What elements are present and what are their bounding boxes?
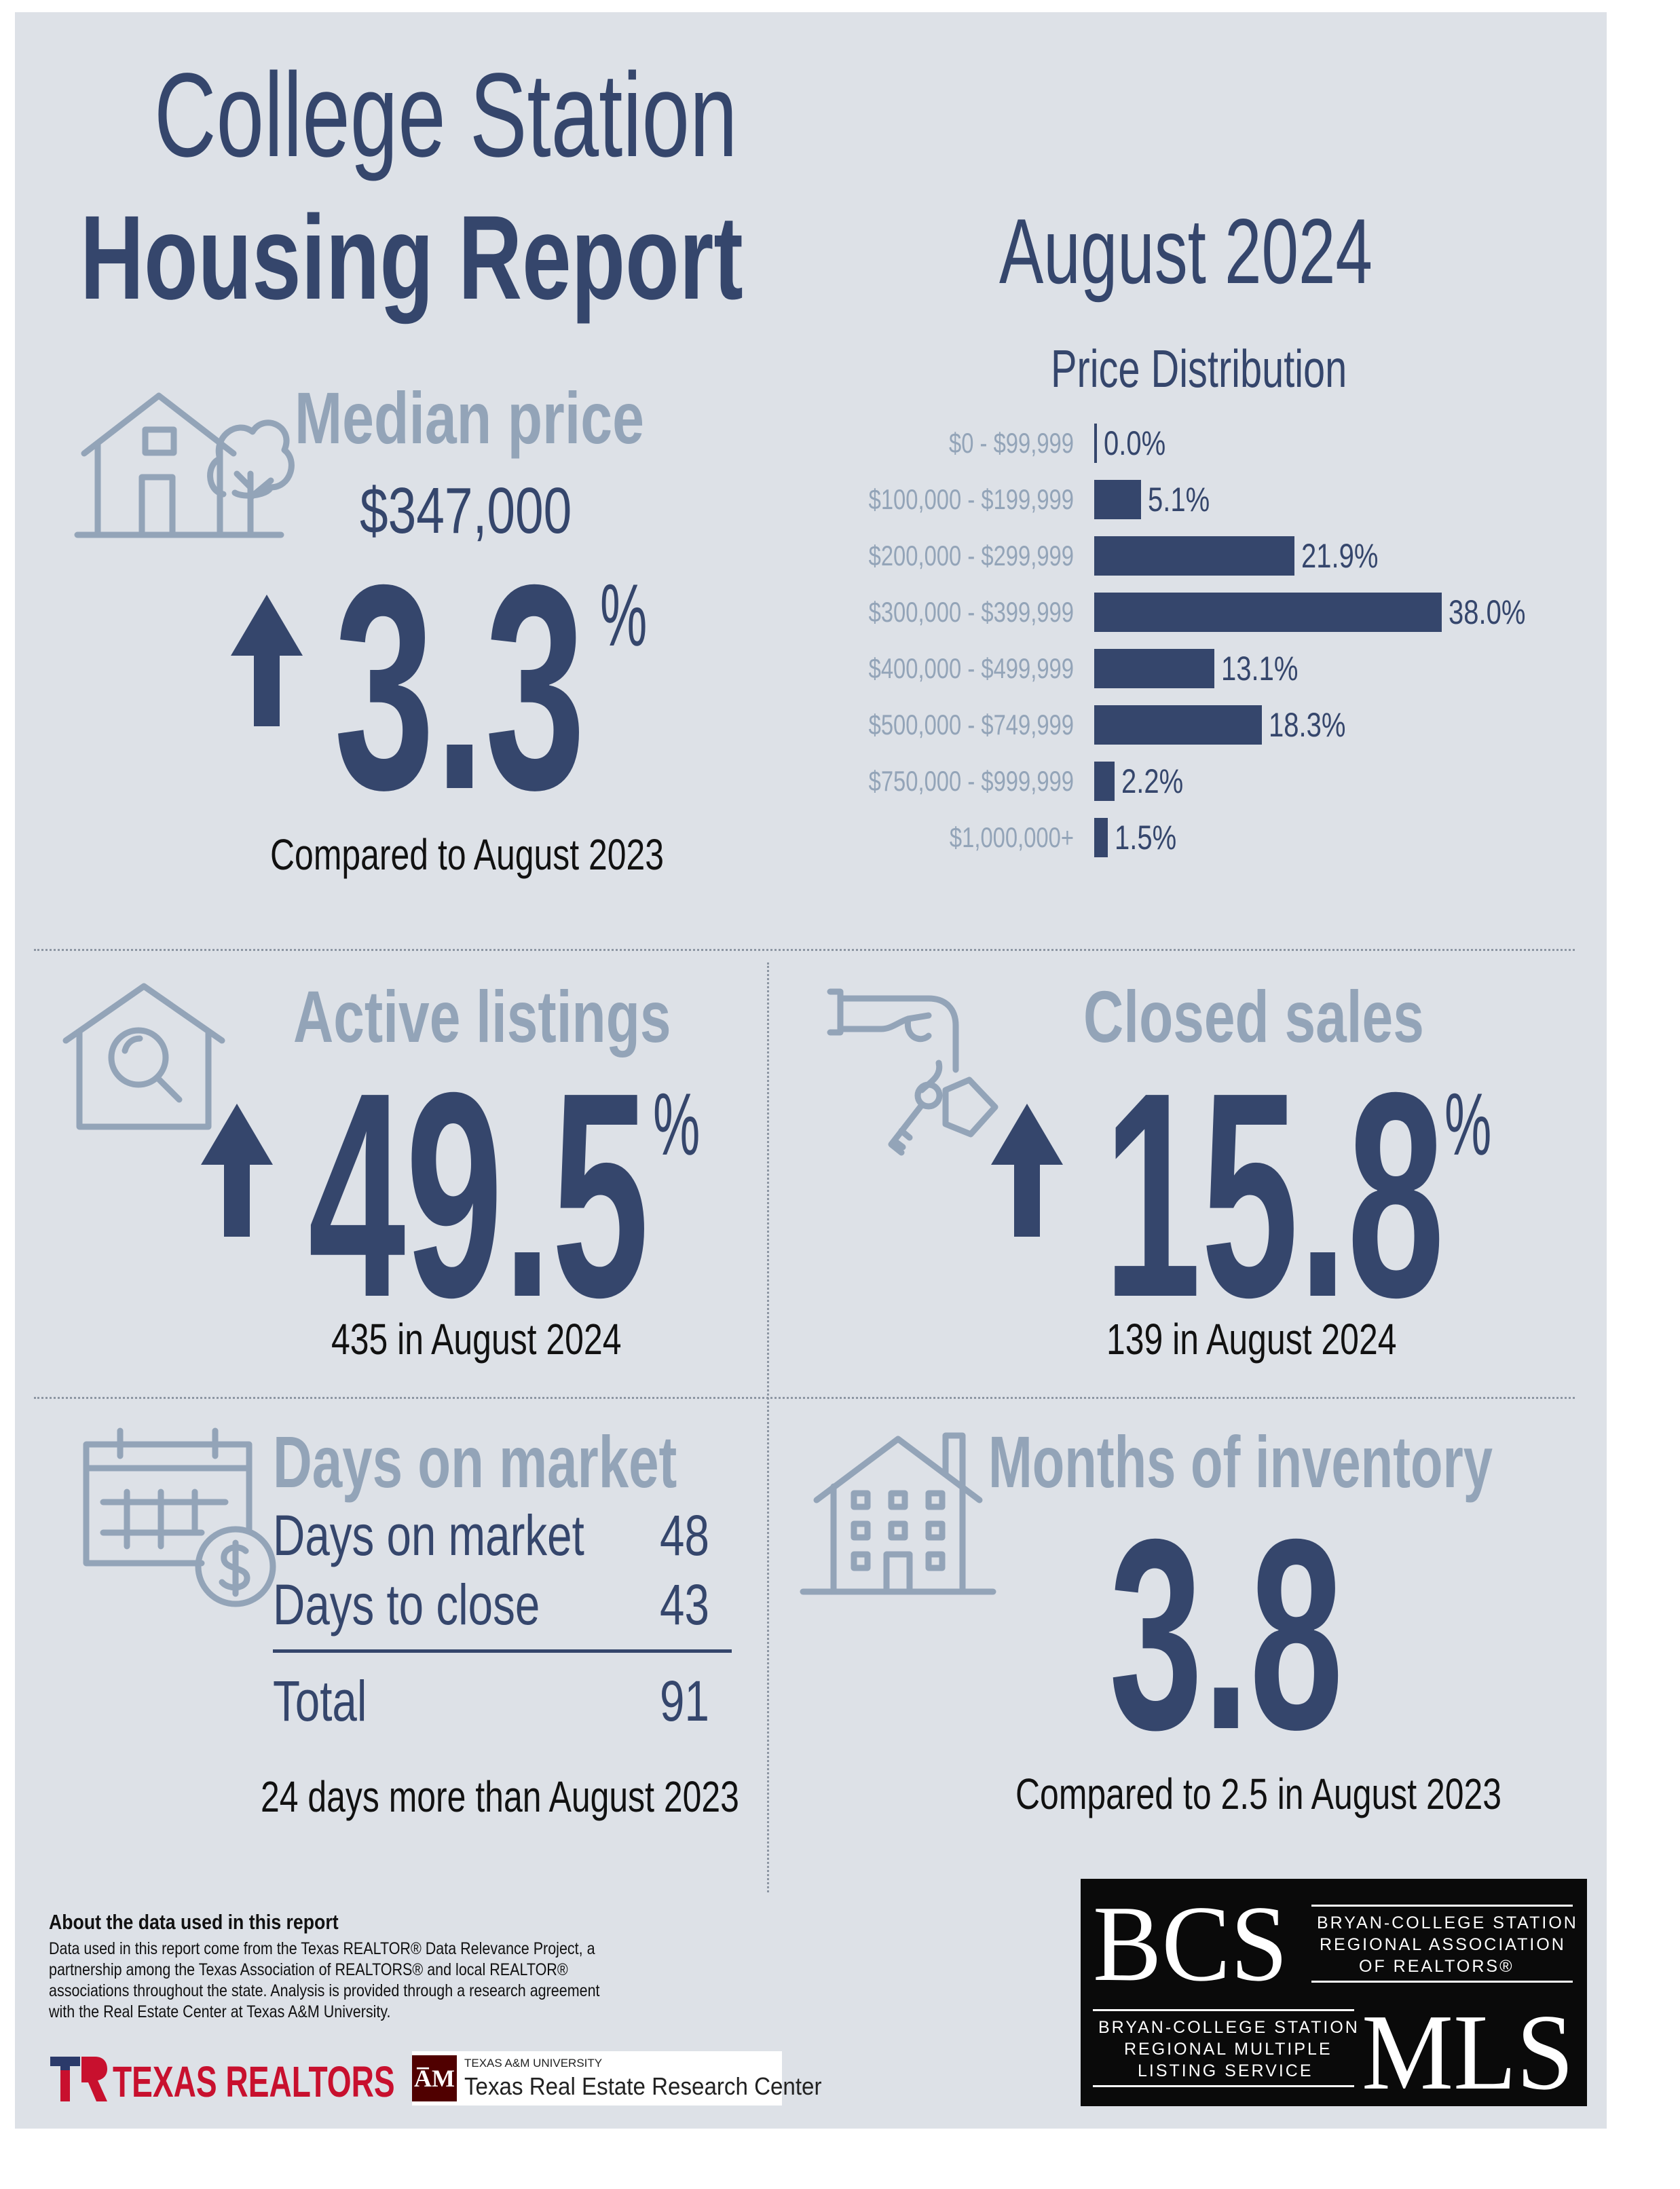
bcs-mls-logo: BCS BRYAN-COLLEGE STATION REGIONAL ASSOC…	[1081, 1879, 1587, 2110]
mls-line-2: REGIONAL MULTIPLE	[1124, 2040, 1332, 2059]
price-range-label: $500,000 - $749,999	[868, 709, 1074, 741]
days-on-market-heading: Days on market	[273, 1421, 677, 1503]
mls-rule-top	[1093, 2009, 1354, 2011]
price-range-label: $200,000 - $299,999	[868, 540, 1074, 572]
closed-sales-heading: Closed sales	[1083, 975, 1424, 1058]
bcs-assoc-rule-top	[1311, 1905, 1573, 1907]
dom-row-2-value: 43	[660, 1573, 709, 1636]
price-range-bar	[1094, 818, 1108, 857]
price-range-value: 38.0%	[1449, 593, 1526, 631]
price-range-label: $1,000,000+	[949, 821, 1074, 853]
apartment-building-icon	[800, 1432, 996, 1595]
report-period: August 2024	[999, 200, 1373, 303]
price-range-value: 0.0%	[1104, 424, 1166, 462]
price-range-value: 2.2%	[1121, 762, 1183, 800]
up-arrow-icon	[991, 1104, 1063, 1237]
price-range-bar	[1094, 593, 1442, 632]
divider-center	[767, 962, 769, 1892]
mls-logo-letters: MLS	[1362, 1991, 1574, 2112]
dom-total-label: Total	[273, 1669, 367, 1733]
texas-realtors-logo-mark	[50, 2057, 107, 2101]
price-range-bar	[1094, 536, 1295, 576]
dom-row-1-value: 48	[660, 1503, 709, 1567]
bcs-assoc-line-2: REGIONAL ASSOCIATION	[1320, 1935, 1566, 1954]
price-distribution-heading: Price Distribution	[1051, 339, 1347, 398]
about-data-title: About the data used in this report	[49, 1910, 339, 1934]
price-range-bar	[1094, 424, 1097, 463]
price-range-value: 5.1%	[1147, 481, 1210, 519]
months-inventory-heading: Months of inventory	[988, 1421, 1493, 1503]
days-on-market-note: 24 days more than August 2023	[261, 1772, 739, 1821]
bcs-assoc-line-1: BRYAN-COLLEGE STATION	[1317, 1913, 1578, 1932]
tamu-logo-mark: A̅M	[412, 2055, 457, 2101]
house-tree-icon	[74, 392, 295, 538]
hand-key-icon	[827, 988, 998, 1156]
up-arrow-icon	[231, 595, 303, 726]
active-listings-heading: Active listings	[293, 975, 671, 1058]
tamu-logo-center-text: Texas Real Estate Research Center	[464, 2072, 822, 2100]
price-range-bar	[1094, 762, 1115, 801]
about-data-line-4: with the Real Estate Center at Texas A&M…	[49, 2002, 391, 2021]
texas-realtors-logo-text: TEXAS REALTORS	[113, 2057, 395, 2106]
mls-rule-bottom	[1093, 2085, 1354, 2087]
price-range-value: 1.5%	[1115, 819, 1177, 857]
mls-line-3: LISTING SERVICE	[1138, 2061, 1313, 2080]
median-price-change-unit: %	[600, 565, 648, 665]
up-arrow-icon	[201, 1104, 273, 1237]
median-price-heading: Median price	[295, 377, 644, 459]
about-data-line-2: partnership among the Texas Association …	[49, 1960, 568, 1979]
mls-line-1: BRYAN-COLLEGE STATION	[1098, 2018, 1360, 2037]
dom-row-1-label: Days on market	[273, 1503, 584, 1567]
price-range-label: $750,000 - $999,999	[868, 765, 1074, 797]
divider-middle	[34, 1397, 1575, 1399]
price-range-label: $300,000 - $399,999	[868, 596, 1074, 628]
price-range-label: $100,000 - $199,999	[868, 483, 1074, 515]
price-range-bar	[1094, 705, 1262, 745]
title-line-1: College Station	[154, 49, 738, 182]
dom-total-value: 91	[660, 1669, 709, 1733]
price-range-label: $0 - $99,999	[949, 427, 1074, 459]
about-data-line-3: associations throughout the state. Analy…	[49, 1981, 600, 2000]
active-listings-change: 49.5	[308, 1032, 650, 1358]
bcs-assoc-rule-bottom	[1311, 1981, 1573, 1983]
closed-sales-note: 139 in August 2024	[1106, 1315, 1397, 1364]
active-listings-note: 435 in August 2024	[331, 1315, 622, 1364]
price-range-bar	[1094, 480, 1141, 519]
dom-row-2-label: Days to close	[273, 1573, 540, 1636]
calendar-dollar-icon	[83, 1427, 276, 1607]
title-line-2: Housing Report	[80, 191, 743, 324]
price-range-value: 13.1%	[1220, 650, 1298, 688]
price-range-value: 18.3%	[1268, 706, 1345, 744]
bcs-logo-letters: BCS	[1093, 1883, 1288, 2004]
about-data-line-1: Data used in this report come from the T…	[49, 1939, 595, 1958]
dom-total-rule	[273, 1649, 732, 1653]
months-inventory-note: Compared to 2.5 in August 2023	[1015, 1770, 1502, 1818]
closed-sales-change-unit: %	[1444, 1074, 1492, 1174]
active-listings-change-unit: %	[653, 1074, 701, 1174]
price-range-value: 21.9%	[1301, 537, 1379, 575]
closed-sales-change: 15.8	[1104, 1032, 1445, 1358]
divider-top	[34, 949, 1575, 951]
price-range-label: $400,000 - $499,999	[868, 652, 1074, 684]
house-search-icon	[62, 983, 225, 1130]
report-page: College Station Housing Report August 20…	[15, 12, 1607, 2129]
price-range-bar	[1094, 649, 1214, 688]
median-price-value: $347,000	[360, 474, 572, 547]
months-inventory-value: 3.8	[1109, 1482, 1343, 1786]
median-price-note: Compared to August 2023	[270, 830, 665, 879]
tamu-logo-box	[412, 2051, 782, 2106]
price-distribution-chart: $0 - $99,999 0.0% $100,000 - $199,999 5.1% $…	[15, 12, 1607, 895]
median-price-change: 3.3	[334, 525, 586, 850]
tamu-logo-small-text: TEXAS A&M UNIVERSITY	[464, 2057, 603, 2070]
bcs-assoc-line-3: OF REALTORS®	[1359, 1957, 1514, 1976]
